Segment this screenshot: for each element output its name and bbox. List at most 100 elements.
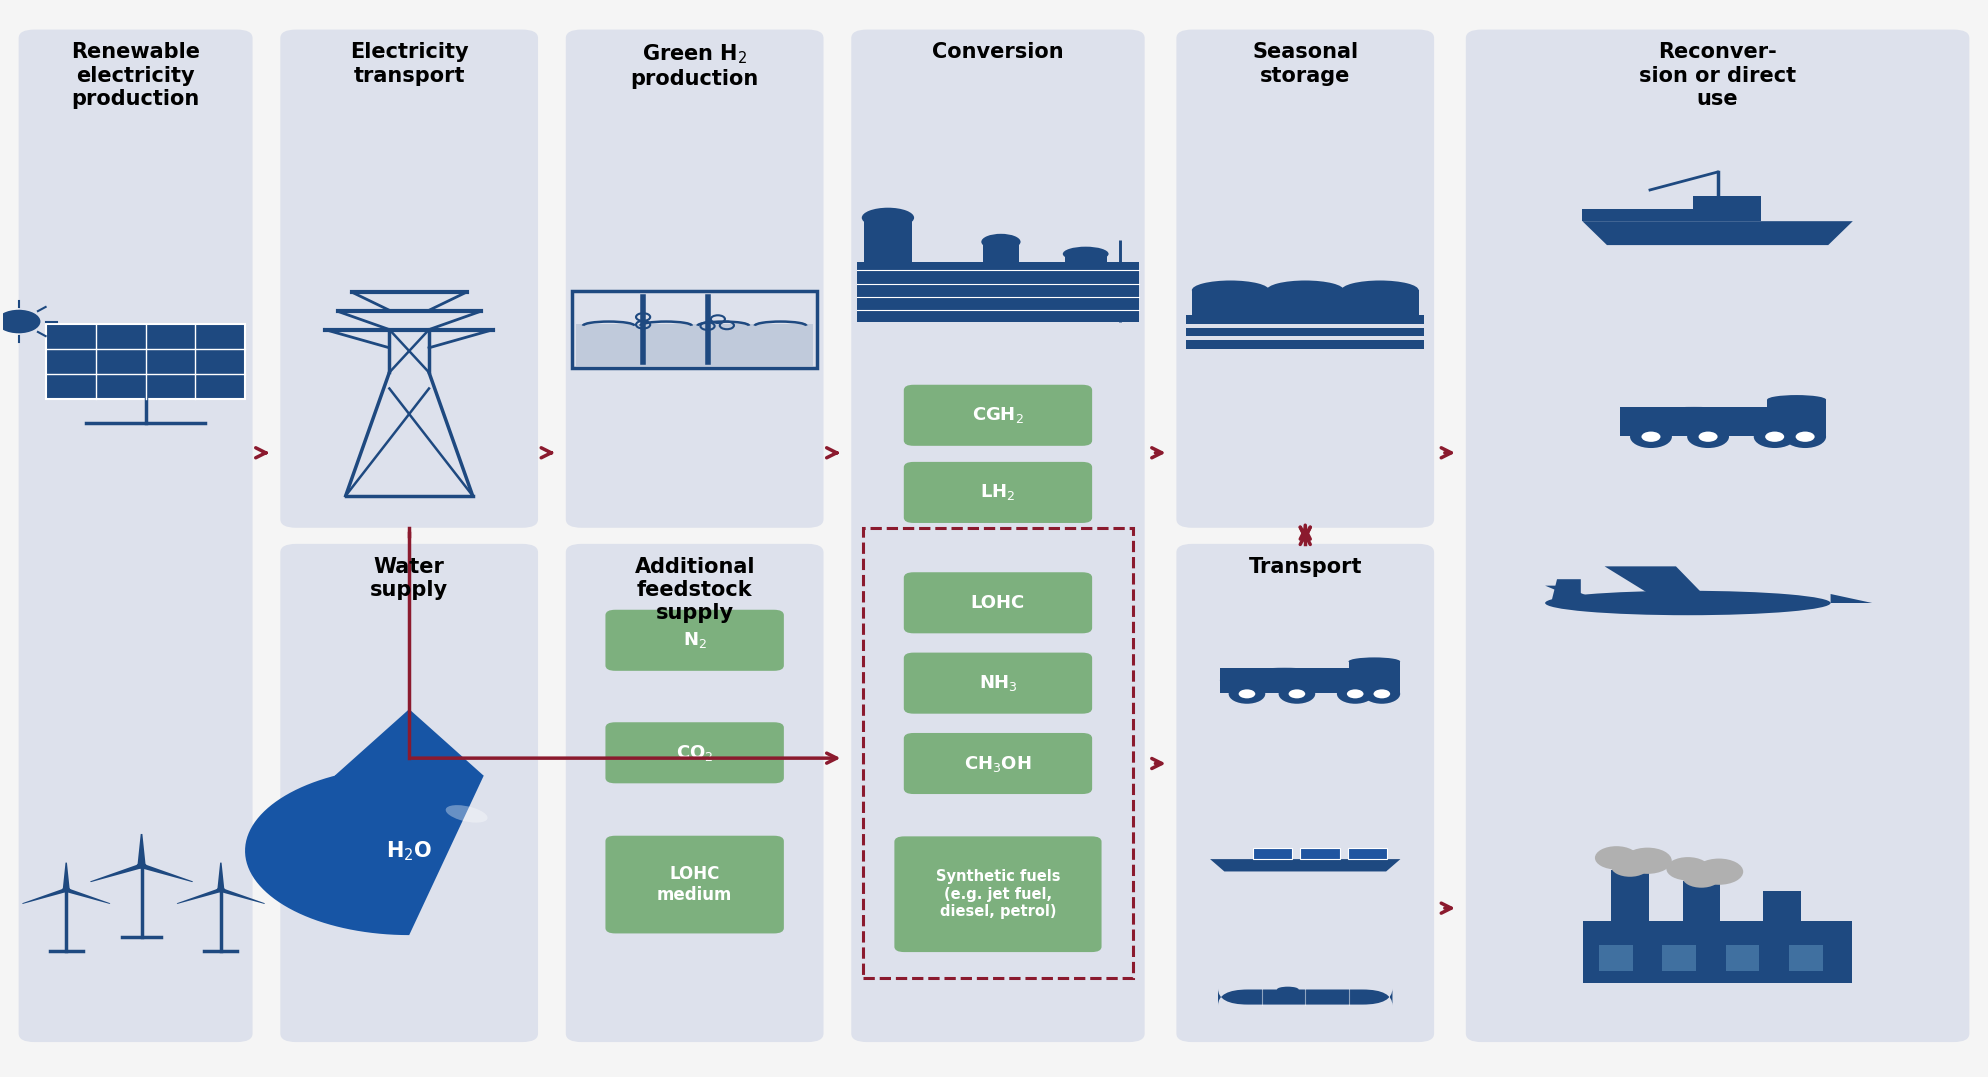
Bar xyxy=(1187,316,1425,324)
Bar xyxy=(1763,891,1801,921)
Text: CGH$_2$: CGH$_2$ xyxy=(972,405,1024,425)
Bar xyxy=(1598,946,1632,970)
FancyBboxPatch shape xyxy=(1177,29,1433,528)
Bar xyxy=(863,528,1133,978)
Text: LH$_2$: LH$_2$ xyxy=(980,482,1016,503)
FancyBboxPatch shape xyxy=(905,572,1091,633)
Circle shape xyxy=(137,863,147,869)
FancyBboxPatch shape xyxy=(905,462,1091,523)
Polygon shape xyxy=(245,709,483,935)
FancyBboxPatch shape xyxy=(606,610,783,671)
Bar xyxy=(1187,340,1425,349)
Ellipse shape xyxy=(1342,280,1419,300)
FancyBboxPatch shape xyxy=(1465,29,1970,1043)
FancyBboxPatch shape xyxy=(567,544,823,1043)
Bar xyxy=(1694,196,1761,221)
Text: Reconver-
sion or direct
use: Reconver- sion or direct use xyxy=(1638,42,1795,109)
Bar xyxy=(984,242,1018,322)
FancyBboxPatch shape xyxy=(905,733,1091,794)
Polygon shape xyxy=(1831,595,1873,603)
Bar xyxy=(46,324,245,400)
Bar xyxy=(1582,209,1694,221)
Ellipse shape xyxy=(1193,280,1268,300)
Circle shape xyxy=(1666,857,1710,880)
Ellipse shape xyxy=(1221,668,1350,693)
Bar xyxy=(1348,661,1400,694)
Circle shape xyxy=(217,887,225,893)
Bar xyxy=(1348,848,1388,859)
Polygon shape xyxy=(1211,859,1400,871)
Polygon shape xyxy=(64,863,70,890)
Circle shape xyxy=(1698,432,1718,442)
Polygon shape xyxy=(177,889,223,904)
Circle shape xyxy=(1364,684,1400,703)
Text: Transport: Transport xyxy=(1248,557,1362,576)
Circle shape xyxy=(1594,847,1638,869)
FancyBboxPatch shape xyxy=(606,723,783,783)
Polygon shape xyxy=(139,864,193,882)
Ellipse shape xyxy=(1064,247,1109,261)
Ellipse shape xyxy=(982,234,1020,250)
FancyBboxPatch shape xyxy=(606,836,783,934)
Circle shape xyxy=(1348,689,1364,698)
Circle shape xyxy=(1783,425,1827,448)
Bar xyxy=(1620,407,1767,436)
Bar xyxy=(573,291,817,368)
FancyBboxPatch shape xyxy=(567,29,823,528)
Circle shape xyxy=(1753,425,1795,448)
Polygon shape xyxy=(22,889,68,904)
Polygon shape xyxy=(219,889,264,904)
Bar xyxy=(1300,848,1340,859)
Polygon shape xyxy=(89,864,143,882)
Polygon shape xyxy=(1582,221,1853,246)
Text: Renewable
electricity
production: Renewable electricity production xyxy=(72,42,201,109)
Bar xyxy=(1193,290,1268,316)
Text: N$_2$: N$_2$ xyxy=(682,630,706,651)
Text: Electricity
transport: Electricity transport xyxy=(350,42,469,85)
FancyBboxPatch shape xyxy=(1177,544,1433,1043)
Bar xyxy=(857,262,1139,322)
Ellipse shape xyxy=(1545,591,1831,615)
Bar xyxy=(1342,290,1419,316)
Circle shape xyxy=(1642,432,1660,442)
Text: LOHC: LOHC xyxy=(970,593,1026,612)
Text: Additional
feedstock
supply: Additional feedstock supply xyxy=(634,557,755,624)
Bar xyxy=(577,323,813,366)
Text: Synthetic fuels
(e.g. jet fuel,
diesel, petrol): Synthetic fuels (e.g. jet fuel, diesel, … xyxy=(936,869,1060,919)
Bar xyxy=(1582,921,1853,983)
Ellipse shape xyxy=(1348,657,1400,666)
Bar xyxy=(1221,668,1350,693)
Polygon shape xyxy=(1551,579,1580,603)
FancyBboxPatch shape xyxy=(895,837,1101,952)
Polygon shape xyxy=(1604,567,1712,603)
FancyBboxPatch shape xyxy=(18,29,252,1043)
Ellipse shape xyxy=(1767,395,1827,404)
Circle shape xyxy=(1694,858,1743,885)
Circle shape xyxy=(1229,684,1264,703)
FancyBboxPatch shape xyxy=(1219,989,1392,1006)
Ellipse shape xyxy=(445,806,487,823)
FancyBboxPatch shape xyxy=(851,29,1145,1043)
Circle shape xyxy=(1336,684,1374,703)
Polygon shape xyxy=(64,889,111,904)
Bar xyxy=(865,218,912,322)
FancyBboxPatch shape xyxy=(280,544,539,1043)
Ellipse shape xyxy=(1266,280,1344,300)
Text: CH$_3$OH: CH$_3$OH xyxy=(964,754,1032,773)
Circle shape xyxy=(1624,848,1672,873)
Bar xyxy=(1682,881,1720,921)
Polygon shape xyxy=(137,834,145,866)
Bar xyxy=(1610,870,1648,921)
Circle shape xyxy=(1288,689,1306,698)
Bar xyxy=(1066,254,1107,322)
Polygon shape xyxy=(1545,586,1604,603)
FancyBboxPatch shape xyxy=(280,29,539,528)
Ellipse shape xyxy=(1276,987,1298,992)
FancyBboxPatch shape xyxy=(905,653,1091,714)
Text: H$_2$O: H$_2$O xyxy=(386,839,431,863)
Bar xyxy=(1252,848,1292,859)
Circle shape xyxy=(1278,684,1316,703)
Circle shape xyxy=(0,310,40,333)
Bar xyxy=(1187,327,1425,336)
Text: Conversion: Conversion xyxy=(932,42,1064,62)
